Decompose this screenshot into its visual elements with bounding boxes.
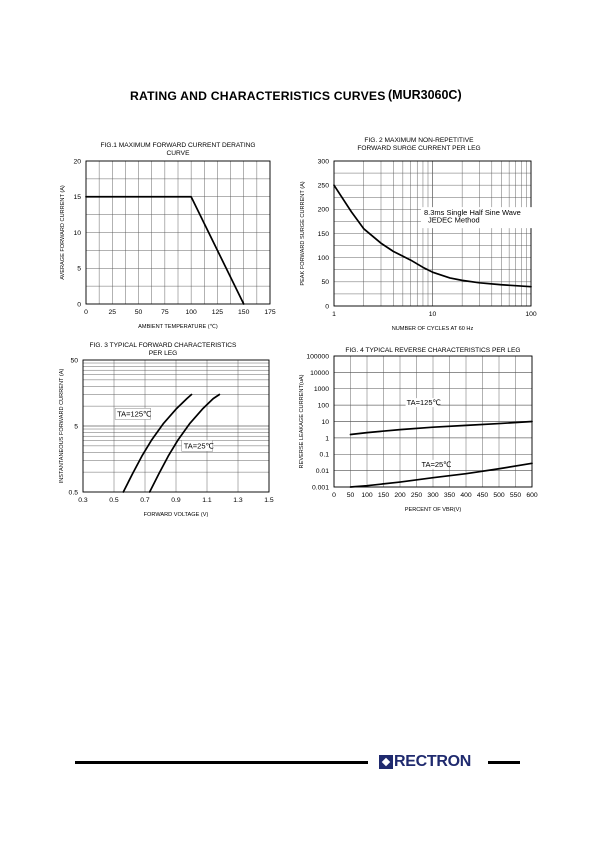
- fig1-series-line: [85, 195, 245, 305]
- fig3-title-line1: FIG. 3 TYPICAL FORWARD CHARACTERISTICS: [89, 342, 237, 349]
- fig2-title-line2: FORWARD SURGE CURRENT PER LEG: [357, 145, 481, 152]
- fig1-xtick-label: 125: [212, 309, 224, 316]
- fig2-title-line1: FIG. 2 MAXIMUM NON-REPETITIVE: [364, 137, 474, 144]
- fig1-title: FIG.1 MAXIMUM FORWARD CURRENT DERATING C…: [100, 142, 255, 158]
- fig1-xtick-label: 150: [238, 309, 250, 316]
- footer-rule-left: [75, 761, 368, 764]
- fig4-title: FIG. 4 TYPICAL REVERSE CHARACTERISTICS P…: [345, 347, 520, 355]
- fig1-ytick-label: 10: [73, 230, 81, 237]
- page-title: RATING AND CHARACTERISTICS CURVES: [130, 89, 386, 103]
- logo-text: RECTRON: [394, 753, 472, 770]
- fig1-title-line1: FIG.1 MAXIMUM FORWARD CURRENT DERATING: [100, 142, 256, 149]
- fig1-xtick-label: 175: [264, 309, 276, 316]
- fig3-title-line2: PER LEG: [148, 350, 178, 357]
- fig1-ytick-label: 5: [77, 266, 81, 273]
- fig1-title-line2: CURVE: [166, 150, 190, 157]
- fig1-xtick-label: 100: [185, 309, 197, 316]
- fig1-xtick-label: 50: [135, 309, 143, 316]
- fig1-y-axis-label: AVERAGE FORWARD CURRENT (A): [60, 185, 66, 280]
- fig1-ytick-label: 15: [73, 194, 81, 201]
- fig1-plot-frame: [85, 160, 271, 305]
- footer-rule-right: [488, 761, 520, 764]
- fig4-title-line1: FIG. 4 TYPICAL REVERSE CHARACTERISTICS P…: [345, 347, 521, 354]
- fig1-xtick-label: 0: [84, 309, 88, 316]
- fig1-ytick-label: 20: [73, 158, 81, 165]
- rectron-logo-icon: [379, 755, 393, 769]
- fig1-ytick-label: 0: [77, 301, 81, 308]
- fig1-xtick-label: 25: [109, 309, 117, 316]
- part-number: (MUR3060C): [388, 88, 462, 102]
- rectron-logo: RECTRON: [379, 753, 471, 771]
- fig1-xtick-label: 75: [161, 309, 169, 316]
- fig3-title: FIG. 3 TYPICAL FORWARD CHARACTERISTICS P…: [90, 342, 237, 358]
- fig1-x-axis-label: AMBIENT TEMPERATURE (℃): [138, 323, 218, 330]
- fig2-title: FIG. 2 MAXIMUM NON-REPETITIVE FORWARD SU…: [357, 137, 480, 153]
